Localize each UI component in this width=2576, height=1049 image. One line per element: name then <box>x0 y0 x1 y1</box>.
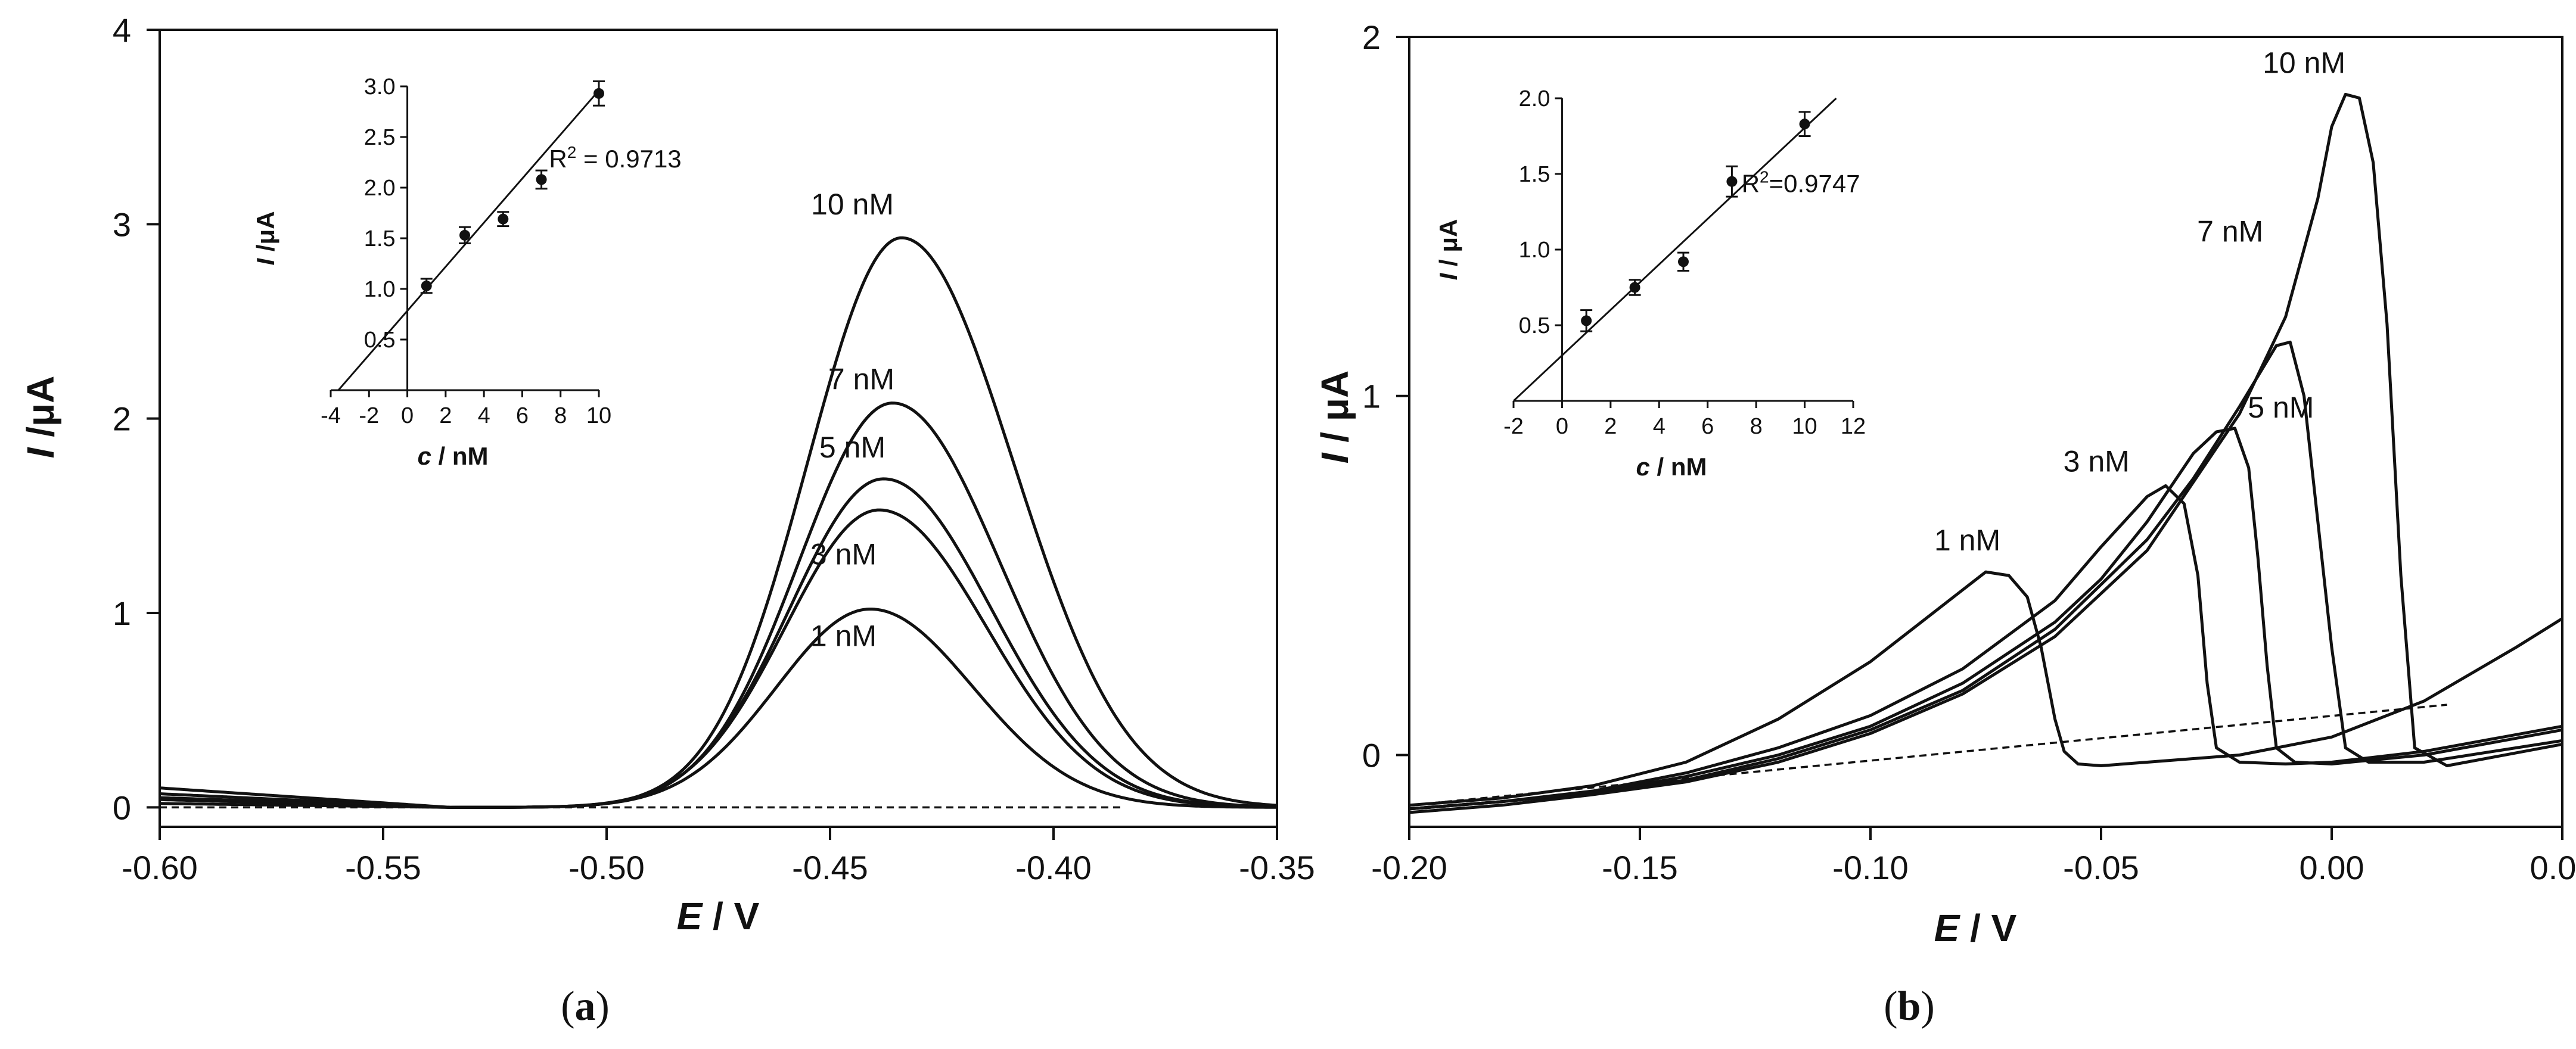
x-tick-label: -0.05 <box>2063 849 2139 886</box>
panel-label-b: (b) <box>1884 983 1935 1029</box>
y-tick-label: 3 <box>113 206 131 243</box>
curve-label: 3 nM <box>810 537 877 571</box>
curve-label: 3 nM <box>2064 444 2130 478</box>
curve-label: 10 nM <box>811 188 894 221</box>
inset-x-tick-label: 2 <box>1604 414 1617 439</box>
x-tick-label: -0.60 <box>122 849 198 886</box>
inset-y-tick-label: 1.0 <box>1519 238 1550 263</box>
inset-x-tick-label: 4 <box>1653 414 1665 439</box>
inset-y-tick-label: 2.0 <box>1519 86 1550 111</box>
inset-x-axis-label: c / nM <box>417 442 488 470</box>
inset-x-tick-label: 4 <box>478 403 490 428</box>
inset-fit-line <box>1512 97 1837 402</box>
inset-data-point <box>1581 315 1592 326</box>
inset-x-tick-label: 8 <box>554 403 567 428</box>
inset-y-tick-label: 1.0 <box>364 277 396 302</box>
y-tick-label: 2 <box>113 400 131 438</box>
curve-label: 7 nM <box>828 363 894 396</box>
inset-x-tick-label: 6 <box>1701 414 1714 439</box>
inset-data-point <box>421 280 432 291</box>
curve-3-nM <box>159 508 1278 809</box>
inset-x-tick-label: 8 <box>1750 414 1763 439</box>
y-tick-label: 0 <box>1362 736 1381 774</box>
inset-data-point <box>459 229 470 241</box>
inset-y-tick-label: 3.0 <box>364 74 396 99</box>
x-tick-label: 0.00 <box>2300 849 2364 886</box>
panel-a: -0.60 -0.55 -0.50 -0.45 -0.40 -0.35 0 1 2 3 4 E / V… <box>19 11 1315 938</box>
inset-x-tick-label: 2 <box>439 403 452 428</box>
panel-b: -0.20-0.15-0.10-0.050.000.05012E / VI / … <box>1313 18 2576 950</box>
curve-10-nM <box>159 236 1278 809</box>
x-tick-label: -0.45 <box>792 849 868 886</box>
y-axis-label: I /μA <box>19 376 62 459</box>
curve-label: 10 nM <box>2263 46 2345 79</box>
inset-y-axis-label: I / μA <box>1434 219 1462 281</box>
inset-y-tick-label: 0.5 <box>364 328 396 353</box>
y-tick-label: 1 <box>113 594 131 632</box>
inset-x-tick-label: 12 <box>1841 414 1866 439</box>
inset-data-point <box>1799 119 1810 130</box>
inset-y-tick-label: 1.5 <box>1519 162 1550 187</box>
curve-3-nM <box>1409 484 2563 811</box>
curve-5-nM <box>159 477 1278 809</box>
inset-r-squared: R2=0.9747 <box>1742 167 1860 197</box>
curve-label: 1 nM <box>1934 524 2000 557</box>
inset-fit-line <box>337 89 600 391</box>
x-tick-label: -0.10 <box>1832 849 1909 886</box>
x-axis-label: E / V <box>677 895 760 938</box>
y-axis-label: I / μA <box>1313 371 1356 464</box>
inset-x-tick-label: 10 <box>1792 414 1817 439</box>
x-tick-label: -0.15 <box>1602 849 1678 886</box>
inset: -2 0 2 4 6 8 10 12 0.5 1.0 1.5 2.0 c / nM I / μA R2=0.… <box>1434 86 1866 481</box>
curve-5-nM <box>1409 427 2563 811</box>
inset-data-point <box>1629 282 1640 293</box>
inset-x-axis-label: c / nM <box>1636 453 1707 481</box>
inset-x-tick-label: -2 <box>1503 414 1524 439</box>
curve-7-nM <box>159 401 1278 809</box>
inset-x-tick-label: 6 <box>516 403 529 428</box>
inset-y-tick-label: 1.5 <box>364 226 396 251</box>
y-tick-label: 1 <box>1362 378 1381 415</box>
plot-frame <box>159 29 1278 828</box>
inset-data-point <box>1726 176 1738 187</box>
x-tick-label: -0.20 <box>1371 849 1447 886</box>
inset-y-tick-label: 0.5 <box>1519 313 1550 338</box>
panel-label-a: (a) <box>561 983 610 1029</box>
inset-x-tick-label: 0 <box>1556 414 1568 439</box>
y-tick-label: 0 <box>113 789 131 826</box>
plot-frame <box>1408 36 2563 828</box>
x-tick-label: -0.40 <box>1015 849 1092 886</box>
inset-y-axis-label: I /μA <box>251 211 279 265</box>
y-tick-label: 2 <box>1362 18 1381 56</box>
inset: -4 -2 0 2 4 6 8 10 0.5 1.0 1.5 2.0 2.5 3.0 c / nM I /μA… <box>251 74 682 470</box>
curve-1-nM <box>1409 570 2563 807</box>
x-tick-label: -0.50 <box>568 849 645 886</box>
x-axis-label: E / V <box>1934 907 2017 950</box>
inset-data-point <box>1678 256 1689 267</box>
inset-y-tick-label: 2.5 <box>364 125 396 150</box>
x-tick-label: -0.55 <box>345 849 421 886</box>
inset-x-tick-label: 10 <box>586 403 611 428</box>
curve-10-nM <box>1409 92 2563 814</box>
y-tick-label: 4 <box>113 11 131 49</box>
inset-x-tick-label: -4 <box>321 403 341 428</box>
inset-data-point <box>536 174 547 185</box>
curve-label: 7 nM <box>2197 215 2263 248</box>
inset-x-tick-label: -2 <box>359 403 379 428</box>
inset-r-squared: R2 = 0.9713 <box>549 143 681 173</box>
x-tick-label: 0.05 <box>2530 849 2576 886</box>
inset-data-point <box>498 213 509 225</box>
curve-label: 1 nM <box>810 620 877 653</box>
x-tick-label: -0.35 <box>1239 849 1315 886</box>
inset-y-tick-label: 2.0 <box>364 176 396 201</box>
curve-7-nM <box>1409 340 2563 811</box>
inset-data-point <box>593 88 604 99</box>
inset-x-tick-label: 0 <box>401 403 414 428</box>
